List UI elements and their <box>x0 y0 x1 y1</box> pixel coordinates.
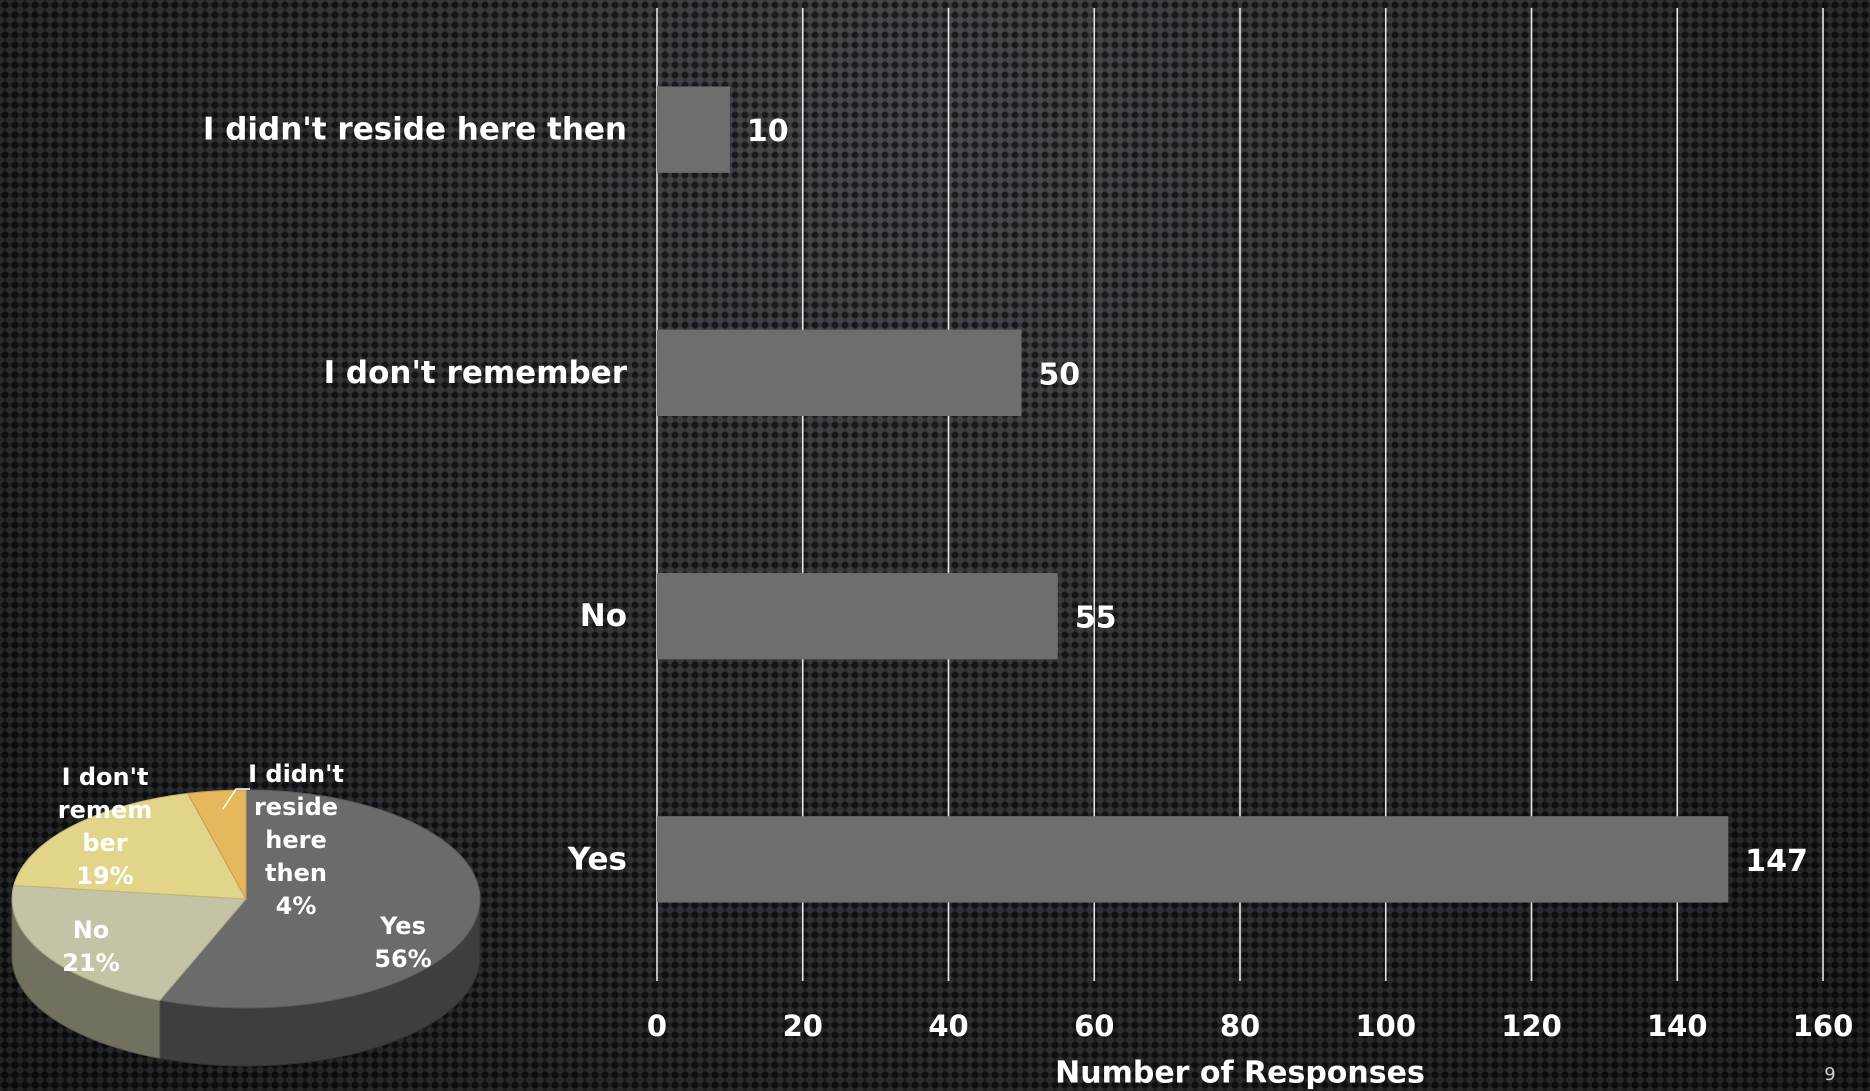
pie-slice-label: No <box>73 916 110 944</box>
category-label: Yes <box>567 841 627 877</box>
x-tick-label: 0 <box>647 1009 667 1043</box>
pie-slice-label: 21% <box>62 949 119 977</box>
x-tick-label: 120 <box>1501 1009 1562 1043</box>
pie-slice-label: then <box>265 859 327 887</box>
x-tick-label: 160 <box>1793 1009 1854 1043</box>
bar-value-label: 10 <box>747 114 789 149</box>
pie-slice <box>187 789 247 900</box>
bar-value-label: 147 <box>1745 844 1808 879</box>
pie-slice-label: 19% <box>76 862 133 890</box>
pie-leader-line <box>222 788 250 810</box>
category-label: I didn't reside here then <box>203 112 627 148</box>
pie-slice <box>11 884 248 1001</box>
x-tick-label: 60 <box>1074 1009 1114 1043</box>
pie-slice <box>158 789 481 1009</box>
pie-slice-label: I didn't <box>248 760 344 788</box>
x-axis-title: Number of Responses <box>1055 1056 1425 1091</box>
bar <box>657 816 1729 903</box>
pie-slice-label: ber <box>82 829 127 857</box>
bar-chart-bars <box>657 86 1729 903</box>
pie-slice-label: I don't <box>62 763 149 791</box>
pie-slice-label: 56% <box>374 945 431 973</box>
bar-chart-labels: I didn't reside here then I don't rememb… <box>203 112 1853 1091</box>
x-tick-label: 20 <box>783 1009 823 1043</box>
bar <box>657 329 1022 417</box>
pie-slice-label: here <box>265 826 326 854</box>
x-tick-label: 40 <box>928 1009 968 1043</box>
pie-slice <box>13 792 247 900</box>
x-tick-label: 80 <box>1220 1009 1260 1043</box>
pie-slice-label: reside <box>254 793 338 821</box>
bar-value-label: 50 <box>1038 357 1080 392</box>
x-tick-label: 140 <box>1647 1009 1708 1043</box>
bar <box>657 572 1058 660</box>
pie-chart: Yes 56% No 21% I don't remem ber 19% I didn't res… <box>11 760 481 1067</box>
category-label: No <box>580 598 627 634</box>
bar-value-label: 55 <box>1075 601 1117 636</box>
category-label: I don't remember <box>324 355 628 391</box>
bar-chart-gridlines <box>656 8 1824 981</box>
bar <box>657 86 730 173</box>
pie-slice-label: remem <box>58 796 152 824</box>
slide-page-number: 9 <box>1824 1064 1836 1085</box>
x-tick-label: 100 <box>1355 1009 1416 1043</box>
pie-slice-label: 4% <box>276 892 317 920</box>
pie-slice-label: Yes <box>379 912 426 940</box>
